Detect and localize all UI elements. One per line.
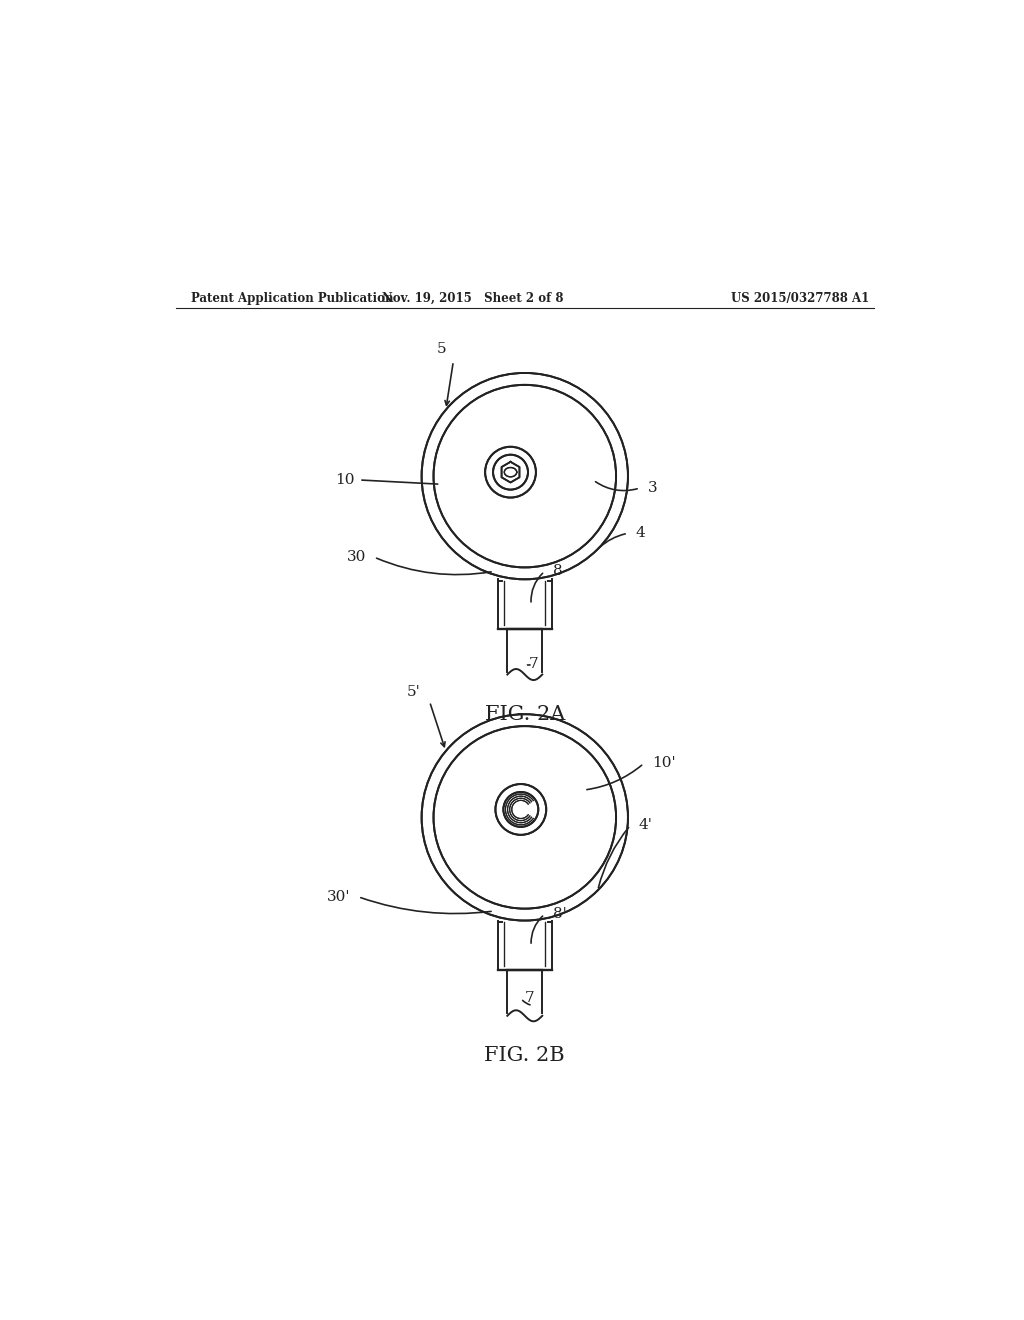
Circle shape <box>423 715 627 920</box>
Text: FIG. 2B: FIG. 2B <box>484 1045 565 1065</box>
Text: 5: 5 <box>436 342 446 356</box>
Text: 8: 8 <box>553 565 562 578</box>
Text: 7: 7 <box>524 991 535 1006</box>
Text: 10: 10 <box>335 473 354 487</box>
Text: 3: 3 <box>648 480 657 495</box>
Text: 4: 4 <box>636 527 646 540</box>
Text: 30': 30' <box>327 890 350 904</box>
Text: 10': 10' <box>652 756 676 771</box>
Text: 30: 30 <box>347 550 367 564</box>
Text: 5': 5' <box>407 685 421 700</box>
Circle shape <box>423 374 627 578</box>
Text: 4': 4' <box>638 818 652 833</box>
Text: US 2015/0327788 A1: US 2015/0327788 A1 <box>731 292 869 305</box>
Text: 7: 7 <box>528 657 539 671</box>
Text: Nov. 19, 2015   Sheet 2 of 8: Nov. 19, 2015 Sheet 2 of 8 <box>383 292 564 305</box>
Text: Patent Application Publication: Patent Application Publication <box>191 292 394 305</box>
Text: FIG. 2A: FIG. 2A <box>484 705 565 723</box>
Text: 8': 8' <box>553 907 566 921</box>
